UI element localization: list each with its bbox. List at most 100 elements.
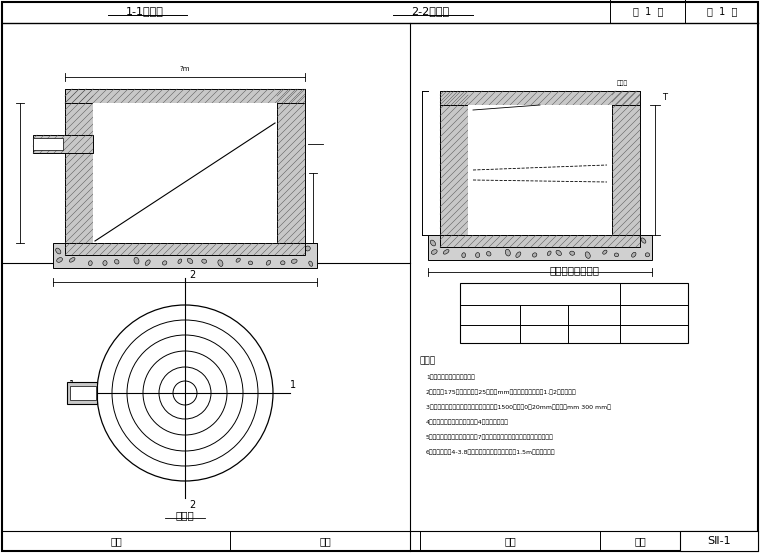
Ellipse shape	[291, 259, 297, 263]
Ellipse shape	[296, 248, 299, 252]
Text: 砾率: 砾率	[189, 108, 197, 114]
Text: 2-2剖面图: 2-2剖面图	[411, 6, 449, 16]
Ellipse shape	[71, 248, 75, 253]
Bar	[440, 235, 640, 247]
Bar	[65, 89, 93, 243]
Ellipse shape	[89, 248, 94, 253]
Ellipse shape	[532, 238, 537, 242]
Ellipse shape	[249, 261, 252, 265]
Ellipse shape	[614, 253, 619, 257]
Bar	[93, 103, 277, 243]
Ellipse shape	[585, 252, 591, 258]
Bar	[680, 531, 758, 551]
Ellipse shape	[516, 241, 522, 244]
Ellipse shape	[236, 258, 240, 262]
Text: 1？图中尺寸均指毫米单位？: 1？图中尺寸均指毫米单位？	[426, 374, 475, 380]
Text: 2: 2	[189, 500, 195, 510]
Text: 平面图: 平面图	[176, 510, 195, 520]
Ellipse shape	[443, 249, 449, 254]
Ellipse shape	[516, 252, 521, 258]
Text: 第  1  页: 第 1 页	[633, 6, 663, 16]
Ellipse shape	[103, 260, 107, 265]
Text: 3？施工后现浇？外部构钢筋素混凝土如机1500垫块？0垫20mm？外两侧mm 300 mm？: 3？施工后现浇？外部构钢筋素混凝土如机1500垫块？0垫20mm？外两侧mm 3…	[426, 404, 611, 410]
Ellipse shape	[202, 248, 208, 252]
Ellipse shape	[178, 259, 182, 263]
Ellipse shape	[601, 237, 604, 243]
Bar	[440, 91, 640, 105]
Ellipse shape	[486, 252, 491, 256]
Ellipse shape	[462, 241, 467, 244]
Ellipse shape	[559, 239, 563, 243]
Ellipse shape	[489, 239, 495, 244]
Text: 图号: 图号	[634, 536, 646, 546]
Text: 收口量: 收口量	[483, 312, 496, 319]
Text: 1: 1	[290, 380, 296, 390]
Bar	[468, 105, 612, 235]
Ellipse shape	[134, 257, 139, 264]
Bar	[33, 135, 93, 153]
Ellipse shape	[88, 261, 92, 265]
Ellipse shape	[117, 248, 122, 252]
Bar	[53, 243, 317, 268]
Ellipse shape	[190, 248, 195, 251]
Text: 井筒/米: 井筒/米	[586, 312, 602, 319]
Ellipse shape	[247, 247, 253, 251]
Text: 设计: 设计	[110, 536, 122, 546]
Ellipse shape	[543, 237, 549, 243]
Ellipse shape	[280, 261, 285, 265]
Ellipse shape	[309, 261, 312, 267]
Ellipse shape	[115, 259, 119, 264]
Text: 审核: 审核	[504, 536, 516, 546]
Ellipse shape	[261, 247, 265, 251]
Bar	[67, 382, 97, 404]
Text: 1.8: 1.8	[538, 330, 550, 338]
Text: 说明？: 说明？	[420, 357, 436, 366]
Ellipse shape	[645, 253, 650, 257]
Text: ？平方米？: ？平方米？	[644, 312, 663, 318]
Bar	[65, 243, 305, 255]
Ellipse shape	[477, 240, 481, 244]
Ellipse shape	[432, 249, 437, 254]
Ellipse shape	[174, 246, 179, 251]
Ellipse shape	[505, 241, 509, 245]
Bar	[277, 89, 305, 243]
Text: 1: 1	[69, 380, 75, 390]
Bar	[440, 91, 468, 235]
Ellipse shape	[476, 253, 480, 258]
Text: 4？加大夯实密度参数刻期钢筋4？混凝土也好？: 4？加大夯实密度参数刻期钢筋4？混凝土也好？	[426, 419, 509, 425]
Ellipse shape	[69, 258, 75, 262]
Ellipse shape	[632, 252, 636, 257]
Ellipse shape	[505, 249, 510, 256]
Bar	[33, 138, 63, 150]
Ellipse shape	[145, 260, 150, 265]
Ellipse shape	[430, 240, 435, 246]
Text: 共  1  页: 共 1 页	[707, 6, 737, 16]
Text: 利率板: 利率板	[616, 80, 628, 86]
Ellipse shape	[547, 251, 551, 255]
Bar	[460, 283, 688, 343]
Text: 2: 2	[189, 270, 195, 280]
Ellipse shape	[218, 260, 223, 267]
Ellipse shape	[533, 253, 537, 257]
Bar	[612, 91, 640, 235]
Bar	[428, 235, 652, 260]
Text: 2？净截面175毫米改砂砾垫25毫米？mm？右侧？插板距离上1.？2左右两侧？: 2？净截面175毫米改砂砾垫25毫米？mm？右侧？插板距离上1.？2左右两侧？	[426, 389, 577, 395]
Ellipse shape	[187, 258, 193, 263]
Ellipse shape	[55, 248, 61, 254]
Text: 2.60: 2.60	[645, 330, 663, 338]
Ellipse shape	[570, 251, 575, 255]
Ellipse shape	[462, 253, 466, 258]
Ellipse shape	[589, 238, 594, 242]
Ellipse shape	[104, 248, 109, 252]
Text: 出率: 出率	[149, 190, 157, 196]
Ellipse shape	[445, 239, 449, 244]
Ellipse shape	[613, 239, 619, 243]
Ellipse shape	[571, 240, 577, 243]
Ellipse shape	[266, 260, 271, 265]
Ellipse shape	[556, 251, 562, 255]
Ellipse shape	[163, 261, 167, 265]
Bar	[70, 386, 96, 400]
Ellipse shape	[163, 246, 166, 250]
Ellipse shape	[277, 246, 281, 251]
Text: 6.88: 6.88	[482, 330, 499, 338]
